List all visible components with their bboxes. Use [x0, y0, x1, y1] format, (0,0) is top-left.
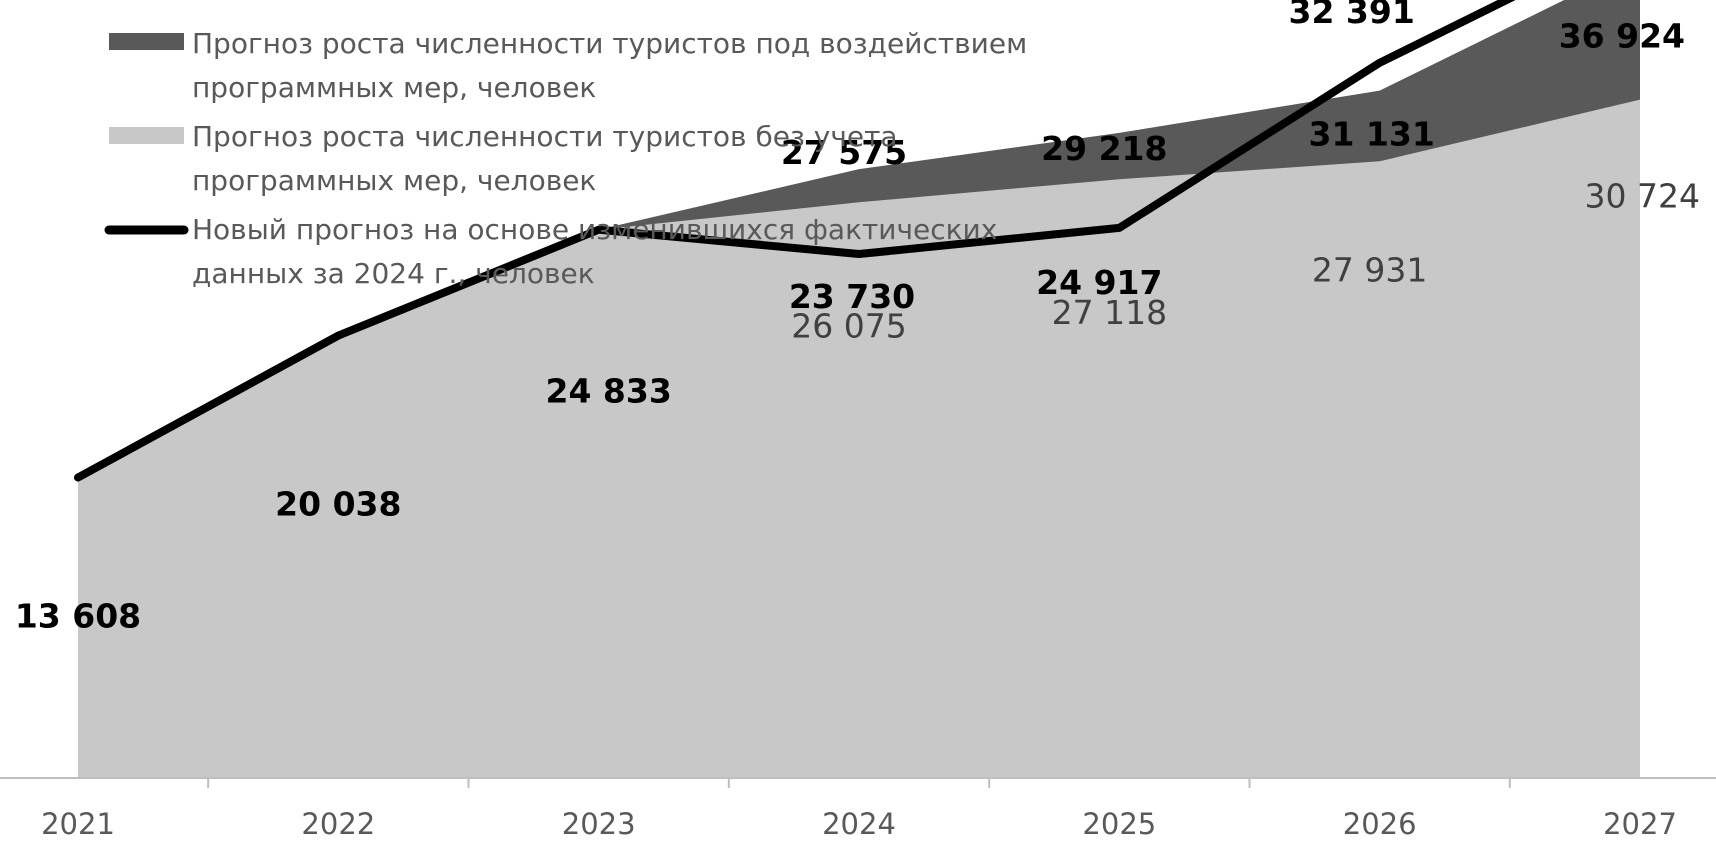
legend-swatch-baseline — [109, 127, 184, 144]
x-tick-label: 2026 — [1343, 807, 1417, 841]
legend-swatch-programmatic — [109, 33, 184, 50]
data-label-new-forecast: 32 391 — [1289, 0, 1415, 31]
data-label-programmatic: 27 575 — [781, 133, 907, 172]
data-label-new-forecast: 24 917 — [1036, 263, 1162, 302]
line-new-forecast — [74, 0, 1516, 482]
x-axis: 2021 2022 2023 2024 2025 2026 2027 — [0, 777, 1716, 841]
area-baseline — [78, 99, 1640, 779]
data-label-baseline: 27 931 — [1312, 250, 1427, 289]
legend: Прогноз роста численности туристов под в… — [104, 27, 1027, 290]
data-label-baseline: 20 038 — [275, 485, 401, 524]
legend-label-programmatic: Прогноз роста численности туристов под в… — [192, 27, 1027, 60]
x-tick-label: 2023 — [562, 807, 636, 841]
x-tick-label: 2024 — [822, 807, 896, 841]
areas-layer — [78, 0, 1640, 779]
line-layer — [74, 0, 1516, 482]
data-label-baseline: 26 075 — [791, 306, 906, 345]
x-tick-label: 2022 — [301, 807, 375, 841]
legend-label-baseline-line2: программных мер, человек — [192, 164, 596, 197]
legend-label-programmatic-line2: программных мер, человек — [192, 71, 596, 104]
data-label-programmatic: 29 218 — [1041, 129, 1167, 168]
data-labels-layer: 13 608 20 038 24 833 26 075 27 118 27 931 30 7… — [15, 0, 1700, 636]
data-label-baseline: 24 833 — [546, 372, 672, 411]
data-label-baseline: 13 608 — [15, 597, 141, 636]
data-label-new-forecast: 23 730 — [789, 277, 915, 316]
legend-label-new-line2: данных за 2024 г., человек — [192, 257, 595, 290]
data-label-programmatic: 36 924 — [1559, 17, 1685, 56]
data-label-programmatic: 31 131 — [1309, 115, 1435, 154]
x-tick-label: 2025 — [1082, 807, 1156, 841]
data-label-baseline: 27 118 — [1052, 293, 1167, 332]
legend-label-new: Новый прогноз на основе изменившихся фак… — [192, 213, 997, 246]
x-tick-label: 2021 — [41, 807, 115, 841]
x-tick-label: 2027 — [1603, 807, 1677, 841]
data-label-baseline: 30 724 — [1585, 177, 1700, 216]
legend-label-baseline: Прогноз роста численности туристов без у… — [192, 120, 898, 153]
